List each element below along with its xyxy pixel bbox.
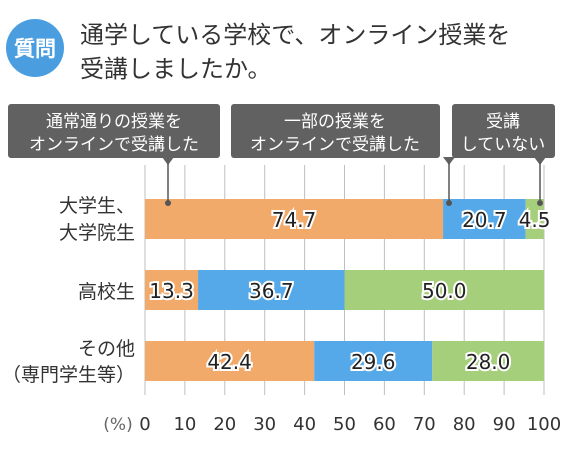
legend-leader-dot	[165, 200, 171, 206]
legend-leader-dot	[446, 200, 452, 206]
bar-value-label: 13.3	[149, 279, 194, 303]
bar-value-label: 50.0	[422, 279, 467, 303]
bar-segment	[443, 199, 526, 239]
x-tick-label: 70	[413, 414, 436, 435]
bar-segment	[344, 270, 544, 310]
legend-box-label: していない	[461, 135, 546, 155]
legend-box-label: オンラインで受講した	[29, 135, 199, 155]
x-tick-label: 20	[213, 414, 236, 435]
bar-series: 74.7 20.7 4.5 13.3 36.7 50.0 42.4 29.6 28.0	[145, 199, 553, 381]
bar-segment	[432, 341, 544, 381]
bar-value-label: 42.4	[207, 350, 252, 374]
legend-box	[8, 104, 220, 158]
legend-pointer	[443, 157, 455, 165]
legend-box-label: 通常通りの授業を	[46, 112, 182, 132]
bar-segment	[314, 341, 433, 381]
bar-value-label: 29.6	[351, 350, 396, 374]
category-label: その他	[78, 338, 135, 360]
x-tick-label: 50	[333, 414, 356, 435]
legend-leader-dot	[537, 200, 543, 206]
bar-value-label: 20.7	[462, 208, 507, 232]
bar-segment	[525, 199, 544, 239]
x-tick-label: 0	[139, 414, 150, 435]
x-tick-label: 100	[527, 414, 561, 435]
question-line-1: 通学している学校で、オンライン授業を	[80, 21, 510, 49]
question-badge	[6, 19, 64, 77]
bar-segment	[145, 341, 315, 381]
legend-callouts: 通常通りの授業をオンラインで受講した一部の授業をオンラインで受講した受講していな…	[8, 104, 555, 206]
category-label: 大学院生	[59, 222, 135, 244]
x-tick-label: 80	[453, 414, 476, 435]
x-tick-label: 60	[373, 414, 396, 435]
x-unit-label: (%)	[103, 415, 132, 435]
legend-pointer	[162, 157, 174, 165]
x-tick-label: 10	[173, 414, 196, 435]
legend-pointer	[534, 157, 546, 165]
category-label: 高校生	[78, 281, 135, 303]
bar-value-label: 74.7	[272, 208, 317, 232]
bar-segment	[145, 270, 199, 310]
category-label: 大学生、	[59, 195, 135, 217]
legend-box-label: オンラインで受講した	[250, 135, 420, 155]
legend-box	[452, 104, 555, 158]
bar-value-label: 28.0	[466, 350, 511, 374]
bar-value-label: 4.5	[519, 208, 551, 232]
legend-box-label: 受講	[486, 112, 520, 132]
legend-box	[231, 104, 440, 158]
question-line-2: 受講しましたか。	[80, 55, 272, 83]
x-tick-label: 90	[493, 414, 516, 435]
category-label: （専門学生等）	[2, 364, 135, 386]
x-tick-label: 30	[253, 414, 276, 435]
bar-segment	[198, 270, 345, 310]
bar-value-label: 36.7	[249, 279, 294, 303]
question-badge-label: 質問	[14, 37, 56, 61]
legend-box-label: 一部の授業を	[284, 112, 386, 132]
bar-segment	[145, 199, 444, 239]
x-axis: 0 10 20 30 40 50 60 70 80 90 100 (%)	[103, 414, 561, 435]
x-tick-label: 40	[293, 414, 316, 435]
